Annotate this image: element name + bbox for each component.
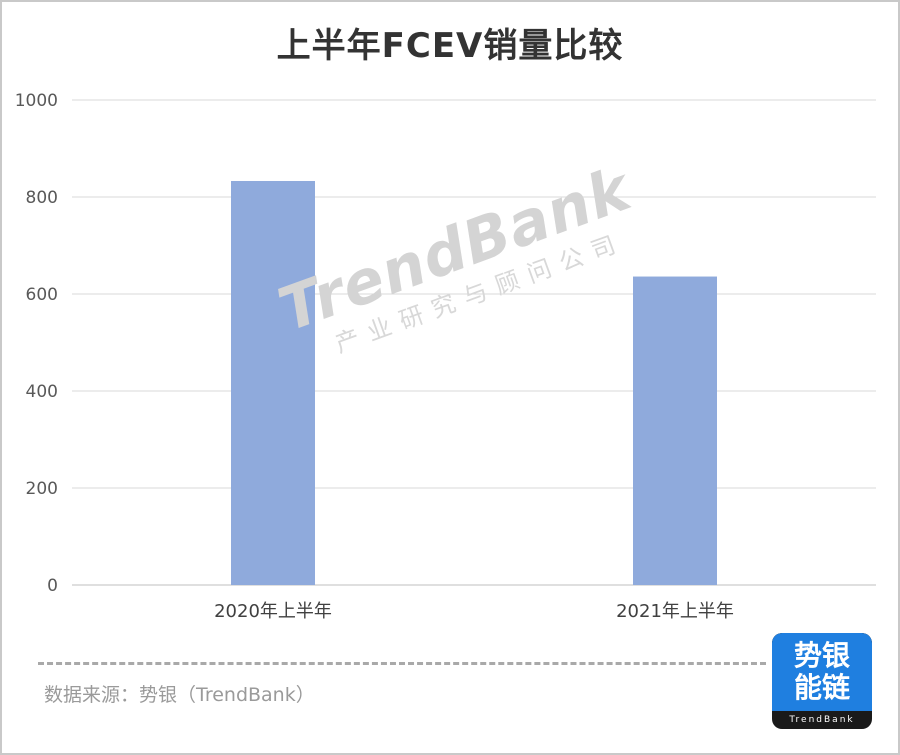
y-tick-label: 200 <box>26 479 58 499</box>
source-note: 数据来源：势银（TrendBank） <box>44 684 315 706</box>
chart-title: 上半年FCEV销量比较 <box>276 26 624 66</box>
brand-badge: 势银 能链 TrendBank <box>772 633 872 729</box>
y-tick-label: 0 <box>47 576 58 596</box>
bar <box>633 276 717 585</box>
footer-divider <box>38 662 766 665</box>
y-tick-label: 800 <box>26 188 58 208</box>
y-tick-label: 400 <box>26 382 58 402</box>
x-tick-label: 2020年上半年 <box>214 601 332 622</box>
badge-line-2: 能链 <box>793 671 850 704</box>
badge-line-1: 势银 <box>793 639 850 672</box>
x-tick-label: 2021年上半年 <box>616 601 734 622</box>
bar <box>231 180 315 585</box>
bar-chart: 0 200 400 600 800 1000 2020年上半年 2021年上半年 <box>15 91 876 622</box>
y-tick-label: 600 <box>26 285 58 305</box>
brand-badge-logo: 势银 能链 <box>772 633 872 711</box>
y-tick-label: 1000 <box>15 91 58 111</box>
badge-brand-text: TrendBank <box>789 715 855 725</box>
